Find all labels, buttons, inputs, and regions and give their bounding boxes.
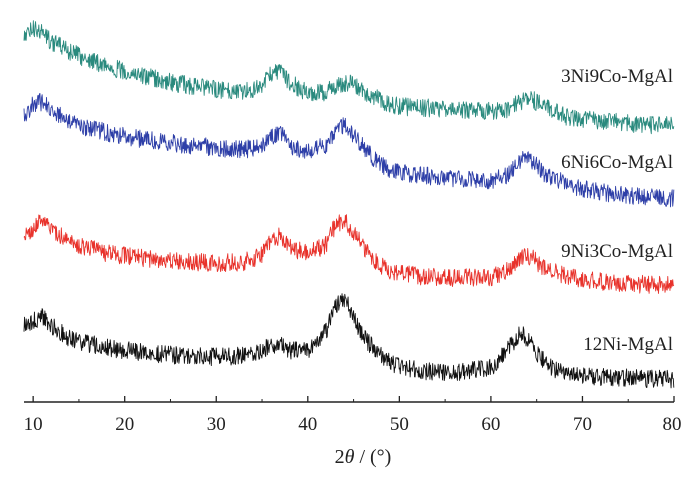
x-tick-label: 40 <box>298 414 317 435</box>
x-tick-label: 30 <box>207 414 226 435</box>
x-tick-label: 20 <box>115 414 134 435</box>
series-label-6ni6co-mgal: 6Ni6Co-MgAl <box>561 152 673 173</box>
x-tick-label: 50 <box>390 414 409 435</box>
series-line-12ni-mgal <box>23 293 675 389</box>
series-labels: 3Ni9Co-MgAl 6Ni6Co-MgAl 9Ni3Co-MgAl 12Ni-Mg… <box>561 66 673 355</box>
series-line-6ni6co-mgal <box>23 93 675 208</box>
series-layer <box>23 20 675 389</box>
series-label-3ni9co-mgal: 3Ni9Co-MgAl <box>561 66 673 87</box>
series-label-9ni3co-mgal: 9Ni3Co-MgAl <box>561 241 673 262</box>
x-tick-label: 70 <box>573 414 592 435</box>
series-label-12ni-mgal: 12Ni-MgAl <box>583 334 673 355</box>
series-line-9ni3co-mgal <box>23 214 675 294</box>
x-tick-label: 80 <box>663 414 682 435</box>
x-axis-title: 2θ / (°) <box>335 446 392 468</box>
x-tick-label: 60 <box>481 414 500 435</box>
series-line-3ni9co-mgal <box>23 20 675 135</box>
x-axis-ticks: 10 20 30 40 50 60 70 80 <box>24 396 682 435</box>
x-tick-label: 10 <box>24 414 43 435</box>
